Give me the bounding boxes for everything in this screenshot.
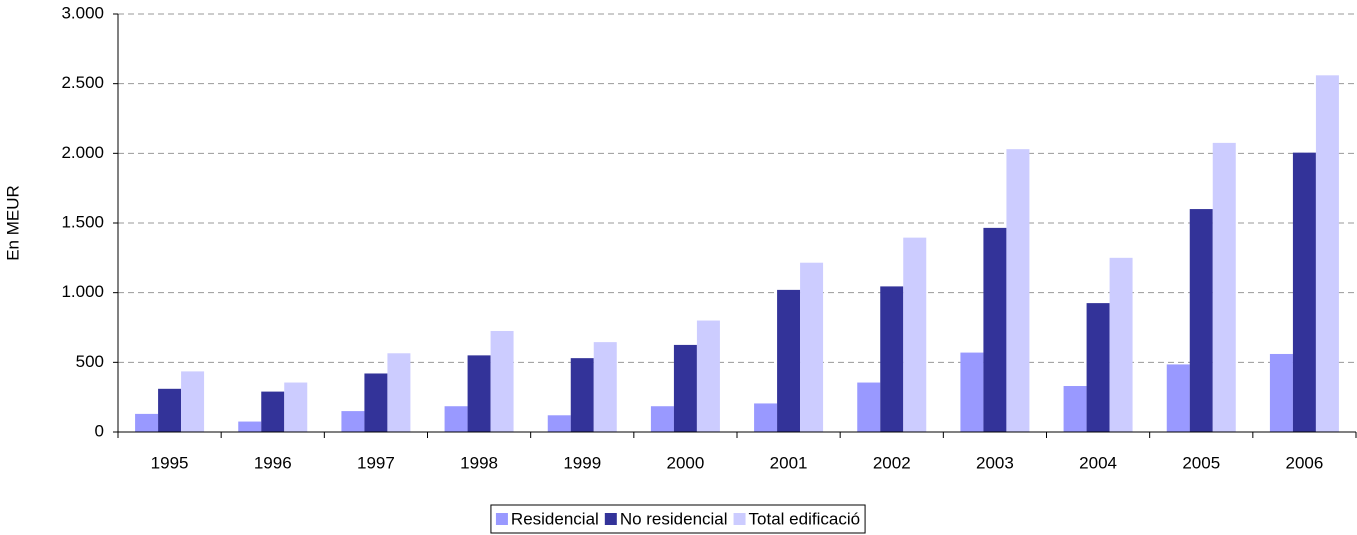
legend-swatch: [733, 513, 746, 525]
bar: [1006, 149, 1030, 433]
bar: [238, 421, 262, 432]
x-tick-label: 2005: [1182, 453, 1220, 472]
bar: [777, 289, 801, 432]
bar: [960, 352, 984, 432]
y-tick-label: 2.500: [61, 73, 104, 92]
bar: [158, 388, 182, 432]
bar: [1166, 364, 1190, 432]
bar: [364, 373, 388, 432]
bar: [880, 286, 904, 432]
legend-swatch: [495, 513, 508, 525]
x-tick-label: 2002: [873, 453, 911, 472]
bar: [1292, 152, 1316, 433]
bar: [673, 344, 697, 432]
x-tick-label: 1996: [254, 453, 292, 472]
y-tick-label: 1.000: [61, 282, 104, 301]
bar: [570, 358, 594, 432]
bar: [284, 382, 308, 432]
legend-box: [490, 504, 866, 534]
bar: [467, 355, 491, 432]
legend-swatch: [604, 513, 617, 525]
bar: [444, 406, 468, 432]
bar: [800, 262, 824, 432]
bar: [341, 411, 365, 432]
x-tick-label: 1995: [151, 453, 189, 472]
bar: [181, 371, 205, 432]
bar: [696, 320, 720, 432]
bar: [903, 237, 927, 432]
y-tick-label: 0: [95, 421, 104, 440]
bar: [387, 353, 411, 432]
x-tick-label: 2003: [976, 453, 1014, 472]
x-tick-label: 1997: [357, 453, 395, 472]
y-axis-label: En MEUR: [3, 185, 22, 261]
x-tick-label: 2001: [770, 453, 808, 472]
x-tick-label: 2006: [1286, 453, 1324, 472]
bar: [135, 413, 159, 432]
x-tick-label: 2004: [1079, 453, 1117, 472]
bar: [857, 382, 881, 432]
bar: [490, 330, 514, 432]
bar: [754, 403, 778, 432]
bar: [593, 342, 617, 432]
bar: [1212, 142, 1236, 432]
y-tick-label: 2.000: [61, 143, 104, 162]
bar: [261, 391, 285, 432]
x-tick-label: 1998: [460, 453, 498, 472]
y-tick-label: 1.500: [61, 212, 104, 231]
bar: [1086, 303, 1110, 432]
bar: [1269, 353, 1293, 432]
legend-label: Total edificació: [749, 509, 861, 528]
bar: [650, 406, 674, 432]
legend: Residencial No residencial Total edificaci…: [490, 504, 866, 534]
legend-label: No residencial: [620, 509, 728, 528]
y-tick-label: 500: [76, 352, 104, 371]
legend-label: Residencial: [511, 509, 599, 528]
bar: [1109, 257, 1133, 432]
bar: [983, 227, 1007, 432]
bar: [1063, 386, 1087, 432]
y-tick-label: 3.000: [61, 3, 104, 22]
bar: [547, 415, 571, 432]
x-tick-label: 2000: [667, 453, 705, 472]
bar: [1315, 75, 1339, 432]
bar: [1189, 209, 1213, 432]
x-tick-label: 1999: [563, 453, 601, 472]
